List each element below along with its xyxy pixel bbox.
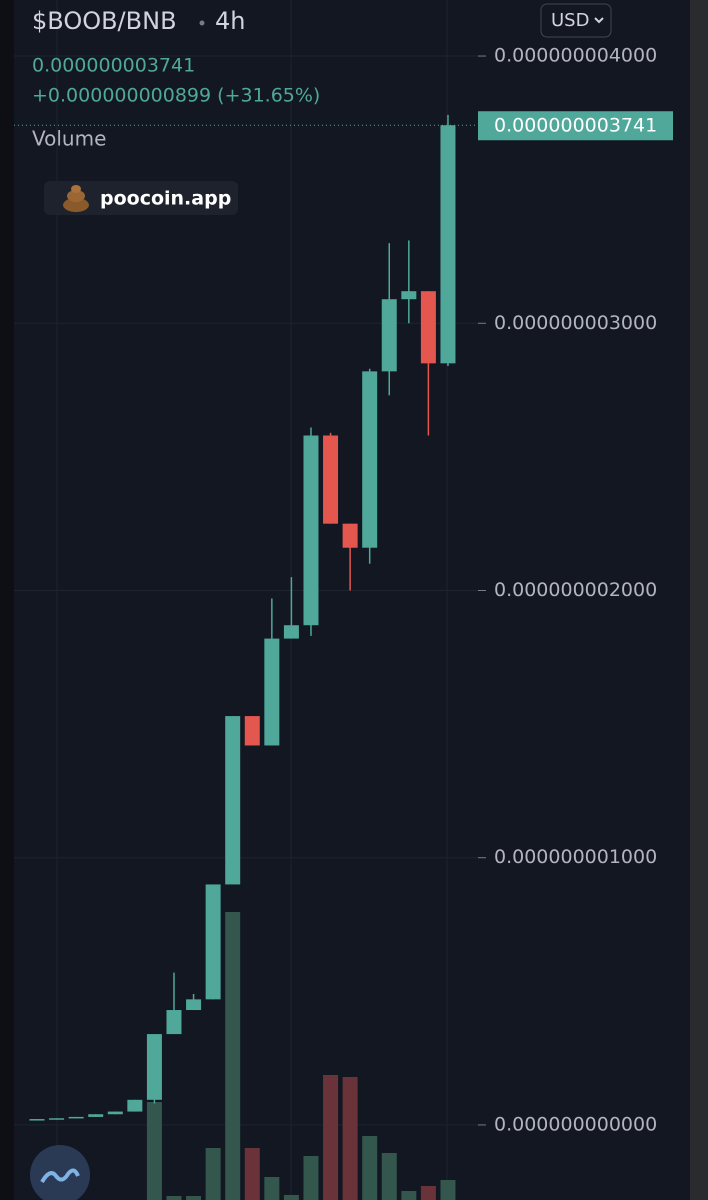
grid [14,55,478,1126]
candle-body [225,716,241,885]
candle-body [49,1118,65,1120]
poo-icon [67,190,85,202]
volume-bar [303,1156,319,1200]
chevron [594,17,604,24]
candles [29,114,456,1121]
volume-bar [420,1186,436,1200]
candle-body [88,1114,104,1117]
volume-bar [225,912,241,1200]
volume-bar [244,1148,260,1200]
last-price-box [478,111,673,141]
volume-bar [146,1102,162,1200]
poo-icon [63,198,89,212]
candle-body [323,435,339,524]
right-edge [690,0,708,1200]
price: 0.000000003741 [32,55,195,77]
candle-body [362,371,378,548]
candle-body [186,999,202,1011]
currency-button[interactable] [540,3,612,38]
candle-body [166,1010,182,1035]
volume-bar [401,1191,417,1200]
volume-bar [283,1195,299,1200]
volume-label: Volume [32,127,106,151]
left-edge [0,0,14,1200]
volume-bar [323,1075,339,1200]
volume-bars [146,912,456,1200]
candle-body [107,1111,123,1115]
volume-bar [342,1077,358,1200]
last-price-label: 0.000000003741 [494,115,657,137]
volume-bar [362,1136,378,1200]
currency[interactable]: USD [551,10,589,31]
candle-body [401,291,417,300]
candle-body [127,1099,143,1112]
poo-icon [71,185,81,193]
logo-button[interactable] [30,1145,90,1200]
watermark: poocoin.app [100,188,231,210]
candle-body [264,638,280,746]
y-tick-label: 0.000000004000 [494,45,657,67]
candle-body [381,299,397,372]
separator [199,20,205,26]
candle-body [244,716,260,746]
volume-bar [440,1180,456,1200]
y-tick-label: 0.000000003000 [494,312,657,334]
volume-bar [186,1196,202,1200]
candle-body [303,435,319,626]
candle-body [342,523,358,548]
candle-body [440,125,456,364]
volume-bar [264,1177,280,1200]
volume-bar [381,1153,397,1200]
volume-bar [166,1196,182,1200]
price-axis: 0.000000004000 0.000000003000 0.0000000020… [478,45,657,1135]
y-tick-label: 0.000000000000 [494,1113,657,1135]
change: +0.000000000899 (+31.65%) [32,85,320,107]
candle-body [420,291,436,364]
volume-bar [205,1148,221,1200]
candle-body [205,884,221,1000]
interval: 4h [215,7,245,35]
candle-body [283,625,299,639]
symbol: $BOOB/BNB [32,7,177,35]
watermark-badge [44,181,238,215]
candle-body [29,1119,45,1121]
candle-body [68,1116,84,1119]
y-tick-label: 0.000000001000 [494,846,657,868]
logo-icon [40,1168,80,1184]
candle-body [146,1034,162,1100]
y-tick-label: 0.000000002000 [494,579,657,601]
